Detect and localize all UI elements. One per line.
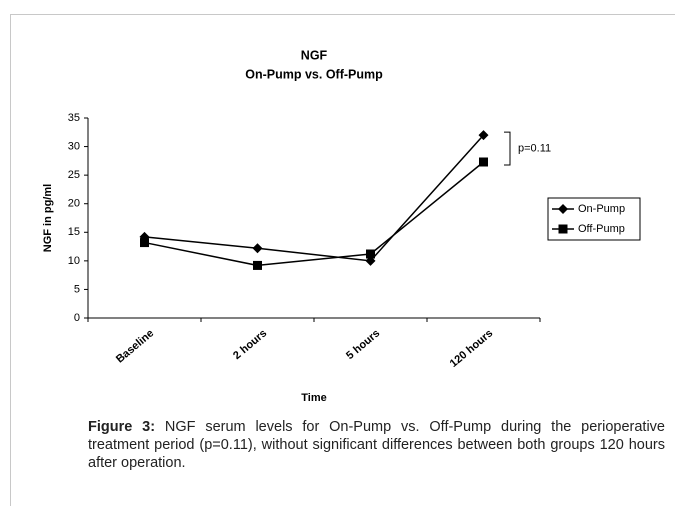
legend-label: On-Pump (578, 203, 625, 215)
annotation: p=0.11 (518, 142, 551, 154)
data-point (140, 238, 149, 248)
x-tick-label: 120 hours (448, 327, 496, 370)
series-line (144, 134, 485, 262)
y-tick-label: 15 (68, 226, 80, 238)
chart: NGF On-Pump vs. Off-Pump Time NGF in pg/… (42, 48, 641, 404)
data-point (366, 249, 375, 259)
series-line (144, 161, 484, 267)
x-tick-label: Baseline (114, 327, 156, 365)
data-point (252, 243, 263, 254)
y-tick-label: 25 (68, 169, 80, 181)
y-tick-label: 10 (68, 255, 80, 267)
figure-frame (10, 14, 675, 506)
data-point (478, 130, 489, 141)
significance-bracket (504, 131, 511, 166)
x-axis-label: Time (301, 392, 326, 404)
data-point (253, 260, 262, 270)
y-tick-label: 35 (68, 112, 80, 124)
y-tick-label: 20 (68, 198, 80, 210)
caption-label: Figure 3: (88, 419, 156, 435)
chart-title: NGF (301, 48, 328, 62)
y-tick-label: 0 (74, 312, 80, 324)
legend-label: Off-Pump (578, 223, 625, 235)
x-tick-label: 5 hours (344, 327, 382, 362)
data-point (479, 157, 488, 167)
x-tick-label: 2 hours (231, 327, 269, 362)
chart-subtitle: On-Pump vs. Off-Pump (245, 67, 383, 81)
y-axis-label: NGF in pg/ml (42, 184, 54, 252)
caption-text: NGF serum levels for On-Pump vs. Off-Pum… (88, 419, 665, 471)
figure-caption: Figure 3: NGF serum levels for On-Pump v… (88, 418, 665, 472)
y-tick-label: 30 (68, 140, 80, 152)
legend-marker (558, 204, 568, 214)
y-tick-label: 5 (74, 283, 80, 295)
legend-marker (558, 224, 568, 234)
